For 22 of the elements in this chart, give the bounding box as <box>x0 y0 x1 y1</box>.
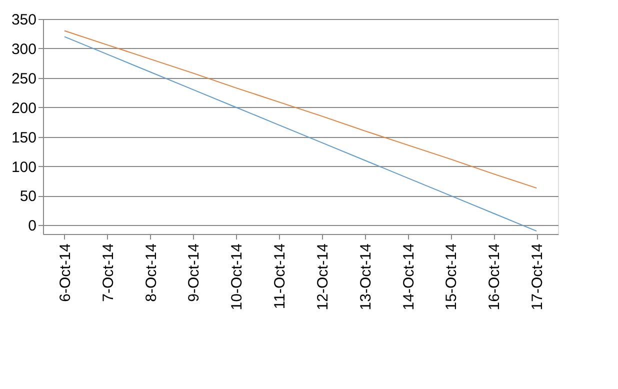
y-tick-label: 100 <box>11 158 36 176</box>
x-tick-label: 10-Oct-14 <box>228 244 246 310</box>
x-tick-label: 16-Oct-14 <box>486 244 504 310</box>
x-tick-label: 11-Oct-14 <box>272 244 289 310</box>
y-tick-label: 350 <box>11 12 36 28</box>
y-tick-label: 250 <box>11 70 36 88</box>
x-tick-label: 8-Oct-14 <box>142 244 160 302</box>
y-tick-label: 0 <box>28 218 36 235</box>
x-tick-label: 15-Oct-14 <box>443 244 460 310</box>
x-tick-label: 9-Oct-14 <box>186 244 203 302</box>
x-tick-label: 13-Oct-14 <box>357 244 374 310</box>
y-tick-label: 200 <box>11 100 36 117</box>
x-tick-label: 14-Oct-14 <box>400 244 418 310</box>
line-series <box>64 30 538 189</box>
x-tick-label: 7-Oct-14 <box>100 244 117 302</box>
y-tick-label: 150 <box>11 129 36 146</box>
y-tick-label: 50 <box>20 188 36 206</box>
y-tick-label: 300 <box>11 40 36 58</box>
x-tick-label: 12-Oct-14 <box>314 244 332 310</box>
x-tick-label: 6-Oct-14 <box>56 244 74 302</box>
line-series <box>64 36 538 232</box>
x-tick-label: 17-Oct-14 <box>529 244 546 310</box>
